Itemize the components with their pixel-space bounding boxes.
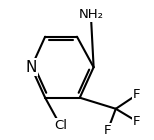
- Text: NH₂: NH₂: [78, 8, 103, 21]
- Text: F: F: [133, 115, 140, 128]
- Text: F: F: [133, 88, 140, 101]
- Text: N: N: [26, 60, 37, 75]
- Text: F: F: [104, 124, 111, 137]
- Text: Cl: Cl: [54, 119, 67, 132]
